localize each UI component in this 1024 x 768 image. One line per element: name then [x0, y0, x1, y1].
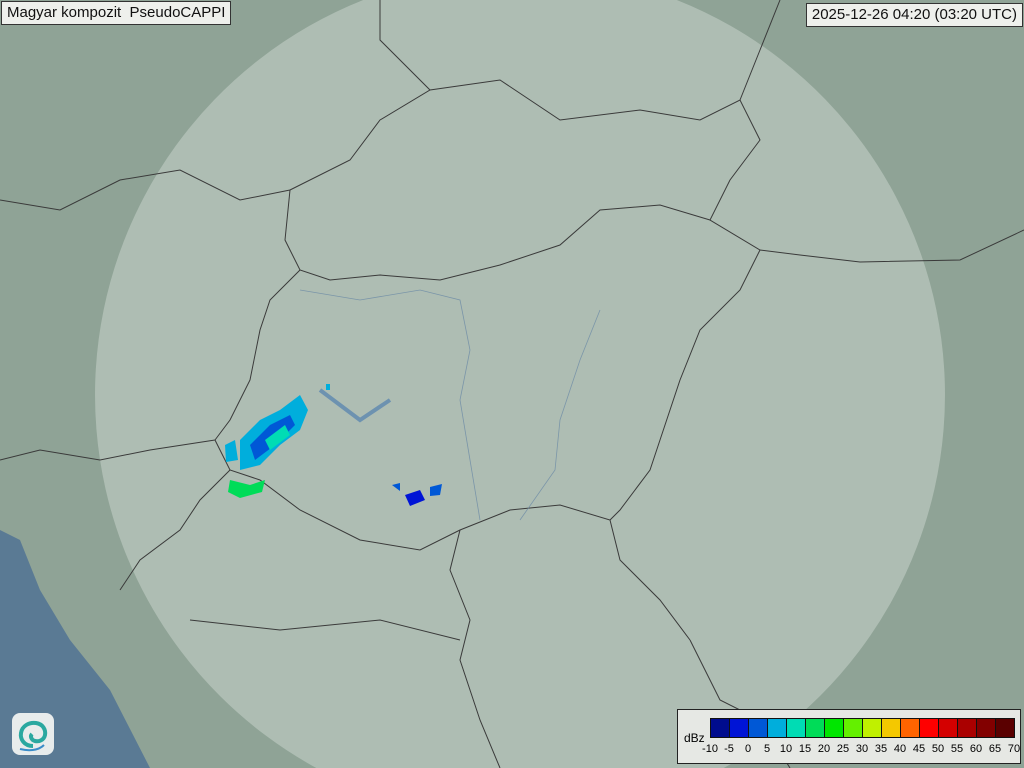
legend-tick-label: 55: [950, 743, 964, 755]
legend-swatch: [749, 719, 768, 737]
legend-swatch: [844, 719, 863, 737]
legend-swatch: [920, 719, 939, 737]
timestamp: 2025-12-26 04:20 (03:20 UTC): [805, 3, 1023, 27]
legend-tick-label: 40: [893, 743, 907, 755]
swirl-logo-icon: [18, 720, 48, 752]
map-title: Magyar kompozit PseudoCAPPI: [1, 1, 232, 25]
legend-swatch: [730, 719, 749, 737]
legend-tick-label: 30: [855, 743, 869, 755]
legend-unit: dBz: [684, 731, 705, 745]
legend-swatch: [806, 719, 825, 737]
legend-tick-label: 25: [836, 743, 850, 755]
legend-tick-label: -5: [724, 743, 734, 755]
legend-tick-label: 20: [817, 743, 831, 755]
legend-tick-label: 35: [874, 743, 888, 755]
omsz-logo: [12, 713, 54, 755]
legend-tick-label: 70: [1007, 743, 1021, 755]
legend-swatch: [882, 719, 901, 737]
radar-coverage-area: [95, 0, 945, 768]
legend-tick-label: 5: [763, 743, 771, 755]
legend-swatch: [768, 719, 787, 737]
legend-tick-label: 0: [744, 743, 752, 755]
legend-tick-label: 10: [779, 743, 793, 755]
legend-swatch: [958, 719, 977, 737]
legend-tick-label: 65: [988, 743, 1002, 755]
legend-tick-label: 15: [798, 743, 812, 755]
rivers: [299, 289, 601, 521]
legend-swatch: [996, 719, 1014, 737]
legend-color-bar: [710, 718, 1015, 738]
legend-swatch: [787, 719, 806, 737]
legend-swatch: [901, 719, 920, 737]
adriatic-sea: [0, 530, 150, 768]
legend-tick-label: 50: [931, 743, 945, 755]
legend-tick-label: 60: [969, 743, 983, 755]
legend-swatch: [939, 719, 958, 737]
dbz-legend: dBz -10 -5 0 5 10 15 20 25 30 35 40 45 50 55 60 65 70: [677, 709, 1021, 764]
legend-swatch: [825, 719, 844, 737]
legend-swatch: [977, 719, 996, 737]
legend-tick-label: -10: [702, 743, 718, 755]
legend-swatch: [863, 719, 882, 737]
legend-tick-label: 45: [912, 743, 926, 755]
radar-echoes: [225, 384, 442, 506]
legend-swatch: [711, 719, 730, 737]
